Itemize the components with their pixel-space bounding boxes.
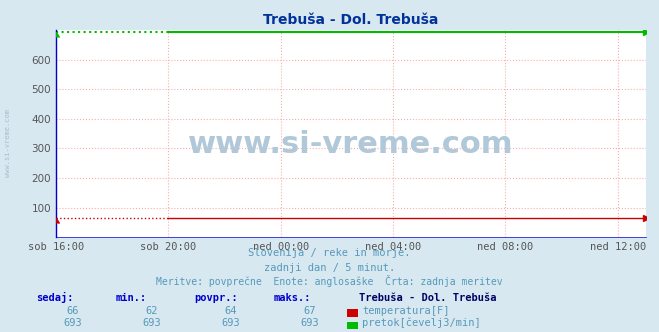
Text: Trebuša - Dol. Trebuša: Trebuša - Dol. Trebuša bbox=[359, 293, 497, 303]
Text: 693: 693 bbox=[63, 318, 82, 328]
Text: www.si-vreme.com: www.si-vreme.com bbox=[5, 109, 11, 177]
Text: 693: 693 bbox=[301, 318, 319, 328]
Text: www.si-vreme.com: www.si-vreme.com bbox=[188, 129, 513, 158]
Title: Trebuša - Dol. Trebuša: Trebuša - Dol. Trebuša bbox=[263, 13, 439, 27]
Text: temperatura[F]: temperatura[F] bbox=[362, 306, 450, 316]
Text: Meritve: povprečne  Enote: anglosaške  Črta: zadnja meritev: Meritve: povprečne Enote: anglosaške Črt… bbox=[156, 275, 503, 287]
Text: 64: 64 bbox=[225, 306, 237, 316]
Text: 66: 66 bbox=[67, 306, 78, 316]
Text: zadnji dan / 5 minut.: zadnji dan / 5 minut. bbox=[264, 263, 395, 273]
Text: sedaj:: sedaj: bbox=[36, 292, 74, 303]
Text: pretok[čevelj3/min]: pretok[čevelj3/min] bbox=[362, 317, 481, 328]
Text: Slovenija / reke in morje.: Slovenija / reke in morje. bbox=[248, 248, 411, 258]
Text: 693: 693 bbox=[221, 318, 240, 328]
Text: 62: 62 bbox=[146, 306, 158, 316]
Text: min.:: min.: bbox=[115, 293, 146, 303]
Text: maks.:: maks.: bbox=[273, 293, 311, 303]
Text: 693: 693 bbox=[142, 318, 161, 328]
Text: povpr.:: povpr.: bbox=[194, 293, 238, 303]
Text: 67: 67 bbox=[304, 306, 316, 316]
